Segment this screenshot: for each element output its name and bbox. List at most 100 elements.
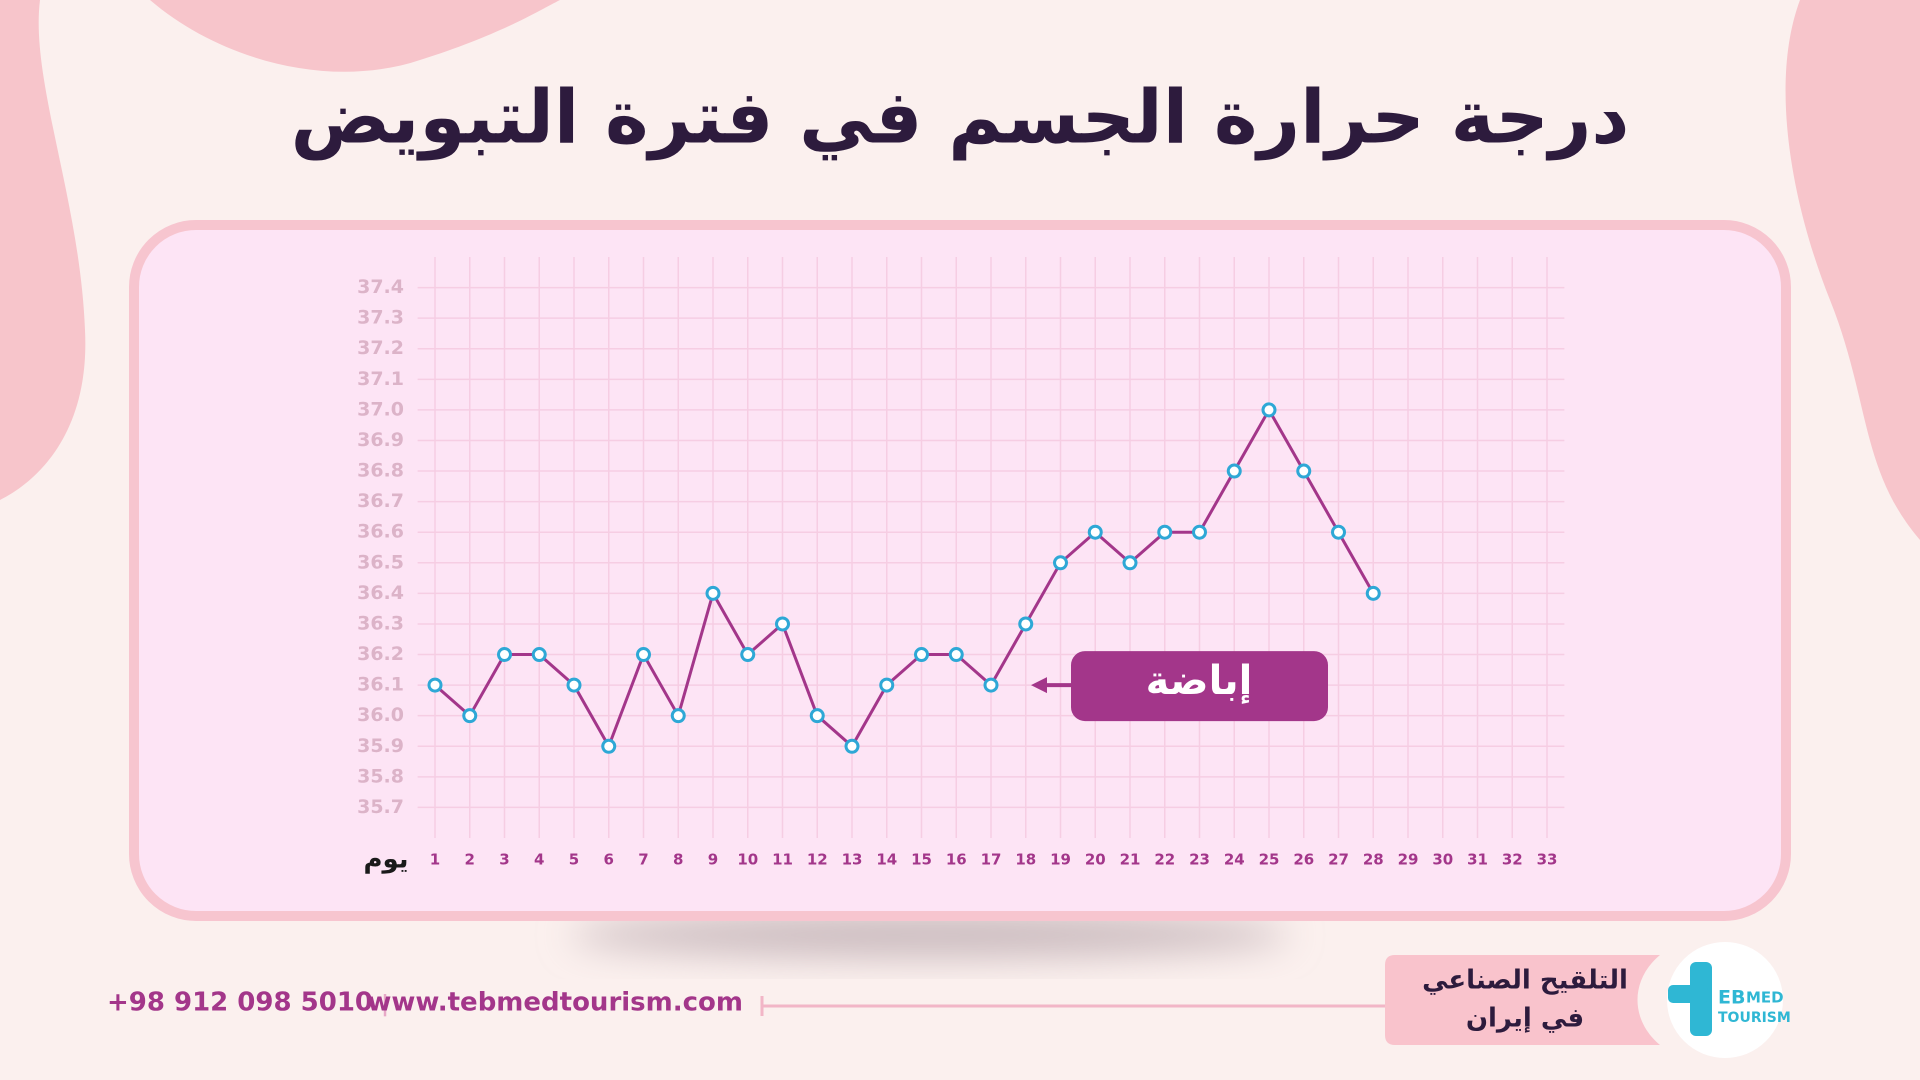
- point: [462, 708, 478, 724]
- x-tick-label: 31: [1467, 851, 1488, 869]
- x-tick-label: 7: [638, 851, 648, 869]
- x-tick-label: 5: [569, 851, 579, 869]
- point: [1226, 463, 1242, 479]
- x-tick-label: 23: [1189, 851, 1210, 869]
- blob: [1785, 0, 1920, 540]
- point: [844, 738, 860, 754]
- x-tick-label: 1: [430, 851, 440, 869]
- point: [1261, 402, 1277, 418]
- x-tick-label: 17: [981, 851, 1002, 869]
- chart-title: درجة حرارة الجسم في فترة التبويض: [291, 75, 1630, 162]
- point: [1157, 524, 1173, 540]
- y-tick-label: 36.3: [357, 612, 404, 634]
- point: [531, 647, 547, 663]
- point: [427, 677, 443, 693]
- phone: +98 912 098 5010: [107, 988, 373, 1018]
- y-tick-label: 36.6: [357, 521, 404, 543]
- x-tick-label: 26: [1293, 851, 1314, 869]
- logo-text: MED: [1746, 989, 1784, 1007]
- point: [775, 616, 790, 632]
- point: [705, 585, 721, 601]
- x-tick-label: 33: [1537, 851, 1558, 869]
- y-tick-label: 36.7: [357, 490, 404, 512]
- logo-cross: [1668, 985, 1708, 1003]
- x-tick-label: 13: [842, 851, 863, 869]
- logo-text: EB: [1718, 987, 1745, 1009]
- point: [809, 708, 825, 724]
- annotation-box: [1071, 651, 1328, 722]
- point: [740, 647, 756, 663]
- point: [670, 708, 686, 724]
- x-tick-label: 32: [1502, 851, 1523, 869]
- x-tick-label: 28: [1363, 851, 1384, 869]
- x-tick-label: 16: [946, 851, 967, 869]
- point: [601, 738, 617, 754]
- card-shadow: [570, 913, 1290, 957]
- x-tick-label: 8: [673, 851, 683, 869]
- blob: [150, 0, 560, 72]
- x-tick-label: 25: [1259, 851, 1280, 869]
- brand-line: في إيران: [1466, 1004, 1584, 1034]
- x-tick-label: 10: [737, 851, 758, 869]
- x-tick-label: 2: [465, 851, 475, 869]
- point: [1122, 555, 1138, 571]
- point: [948, 647, 964, 663]
- point: [1331, 524, 1346, 540]
- y-tick-label: 35.8: [357, 765, 404, 787]
- point: [1087, 524, 1103, 540]
- y-tick-label: 35.7: [357, 796, 404, 818]
- y-tick-label: 35.9: [357, 735, 404, 757]
- point: [636, 647, 651, 663]
- point: [1192, 524, 1207, 540]
- series-line: [434, 406, 1375, 750]
- annotation-label: إباضة: [1146, 658, 1253, 704]
- brand-box: [1385, 955, 1660, 1045]
- y-tick-label: 36.2: [357, 643, 404, 665]
- x-tick-label: 14: [876, 851, 897, 869]
- website: www.tebmedtourism.com: [367, 988, 743, 1018]
- point: [497, 647, 512, 663]
- point: [983, 677, 999, 693]
- x-tick-label: 22: [1154, 851, 1175, 869]
- point: [914, 647, 929, 663]
- y-tick-label: 36.4: [357, 582, 404, 604]
- y-tick-label: 37.3: [357, 307, 404, 329]
- point: [1018, 616, 1034, 632]
- y-tick-label: 37.4: [357, 276, 404, 298]
- logo-text: TOURISM: [1718, 1010, 1791, 1026]
- point: [1365, 585, 1381, 601]
- y-tick-label: 36.8: [357, 460, 404, 482]
- point: [566, 677, 582, 693]
- x-tick-label: 29: [1398, 851, 1419, 869]
- y-tick-label: 37.2: [357, 337, 404, 359]
- y-tick-label: 37.0: [357, 398, 404, 420]
- y-tick-label: 36.0: [357, 704, 404, 726]
- y-tick-label: 36.9: [357, 429, 404, 451]
- x-tick-label: 11: [772, 851, 793, 869]
- x-tick-label: 15: [911, 851, 932, 869]
- separator: |: [381, 992, 389, 1017]
- annotation-arrowhead: [1031, 677, 1047, 694]
- y-tick-label: 37.1: [357, 368, 404, 390]
- x-tick-label: 30: [1432, 851, 1453, 869]
- point: [1053, 555, 1068, 571]
- x-tick-label: 3: [499, 851, 509, 869]
- x-tick-label: 27: [1328, 851, 1349, 869]
- x-tick-label: 20: [1085, 851, 1106, 869]
- x-tick-label: 12: [807, 851, 828, 869]
- point: [879, 677, 895, 693]
- x-tick-label: 9: [708, 851, 718, 869]
- x-tick-label: 6: [604, 851, 614, 869]
- x-tick-label: 19: [1050, 851, 1071, 869]
- x-tick-label: 18: [1015, 851, 1036, 869]
- y-tick-label: 36.5: [357, 551, 404, 573]
- y-tick-label: 36.1: [357, 674, 404, 696]
- brand-line: التلقيح الصناعي: [1422, 966, 1628, 996]
- x-tick-label: 21: [1120, 851, 1141, 869]
- point: [1296, 463, 1312, 479]
- blob: [0, 0, 86, 500]
- x-axis-label: يوم: [363, 845, 408, 875]
- x-tick-label: 4: [534, 851, 544, 869]
